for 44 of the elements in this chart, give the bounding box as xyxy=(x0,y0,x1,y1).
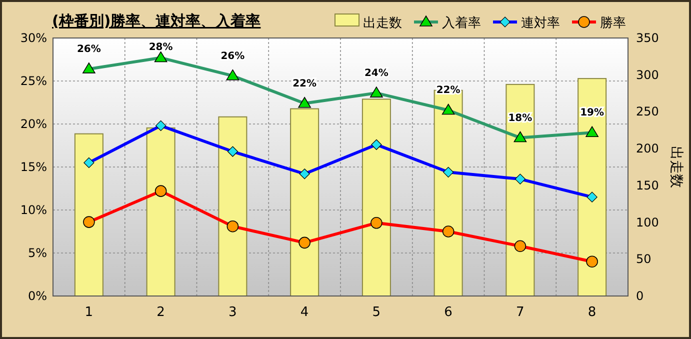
bar xyxy=(218,116,248,296)
y2-tick-label: 0 xyxy=(636,289,644,303)
data-label: 22% xyxy=(292,78,317,90)
legend-label: 連対率 xyxy=(521,15,560,31)
x-tick-label: 3 xyxy=(228,305,237,320)
x-tick-label: 1 xyxy=(84,305,94,320)
bar xyxy=(290,108,320,296)
y-tick-label: 5% xyxy=(28,246,47,260)
data-label: 28% xyxy=(148,42,173,53)
x-tick-label: 7 xyxy=(516,305,524,320)
y2-tick-label: 250 xyxy=(636,104,659,119)
y2-tick-label: 300 xyxy=(636,68,659,82)
data-label: 24% xyxy=(364,68,388,80)
y2-tick-label: 200 xyxy=(636,142,659,156)
y2-tick-label: 100 xyxy=(636,215,659,230)
x-tick-label: 5 xyxy=(372,305,381,320)
x-tick-label: 4 xyxy=(300,305,309,320)
x-tick-label: 6 xyxy=(444,305,452,320)
bar xyxy=(578,78,607,296)
chart-title: (枠番別)勝率、連対率、入着率 xyxy=(52,12,261,30)
y-tick-label: 15% xyxy=(20,160,47,174)
y2-tick-label: 350 xyxy=(636,31,659,45)
y2-axis-title: 出走数 xyxy=(668,146,684,188)
y-tick-label: 20% xyxy=(20,117,47,131)
legend-label: 勝率 xyxy=(600,15,626,31)
data-label: 26% xyxy=(76,44,101,55)
data-label: 19% xyxy=(580,108,604,119)
bar xyxy=(506,84,535,296)
y-tick-label: 30% xyxy=(20,31,47,45)
x-tick-label: 8 xyxy=(588,305,596,320)
legend-label: 出走数 xyxy=(363,16,402,31)
y2-tick-label: 150 xyxy=(636,178,659,192)
y-tick-label: 25% xyxy=(20,74,47,88)
x-tick-label: 2 xyxy=(156,305,165,320)
data-label: 26% xyxy=(220,50,245,62)
y-tick-label: 10% xyxy=(20,203,47,217)
data-label: 22% xyxy=(436,85,460,96)
y-tick-label: 0% xyxy=(28,289,47,303)
bar xyxy=(362,98,391,296)
bar xyxy=(74,133,104,296)
bar xyxy=(146,127,176,296)
y2-tick-label: 50 xyxy=(636,252,652,266)
legend-label: 入着率 xyxy=(442,15,481,31)
data-label: 18% xyxy=(508,112,532,124)
